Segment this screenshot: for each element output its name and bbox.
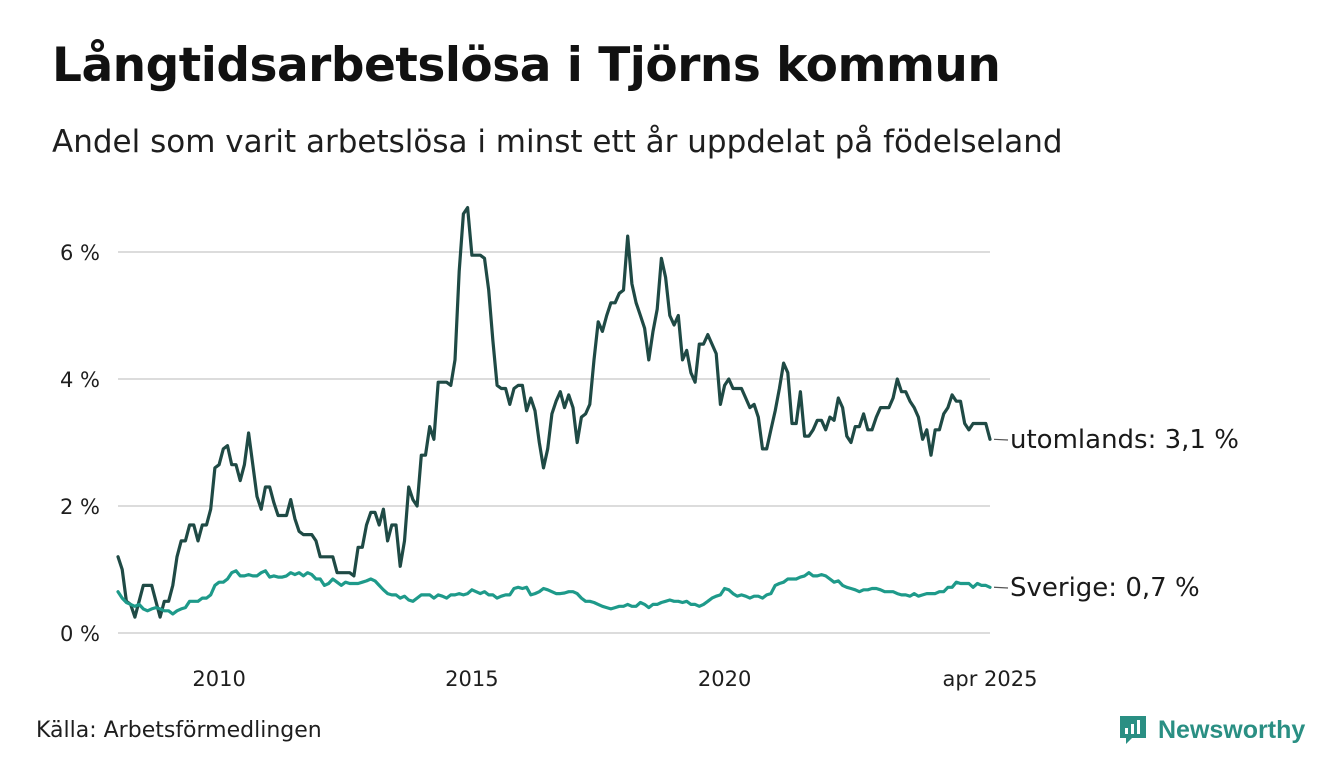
end-label-connector <box>993 586 1009 589</box>
gridlines <box>118 251 990 634</box>
newsworthy-logo-icon <box>1120 716 1146 744</box>
y-tick-label: 4 % <box>60 368 100 392</box>
end-label-connector <box>993 438 1009 441</box>
series-line-sverige <box>116 569 992 616</box>
chart-title: Långtidsarbetslösa i Tjörns kommun <box>52 38 1001 93</box>
chart-subtitle: Andel som varit arbetslösa i minst ett å… <box>52 124 1063 160</box>
brand-name: Newsworthy <box>1158 715 1306 744</box>
series-end-labels: utomlands: 3,1 % Sverige: 0,7 % <box>993 425 1239 603</box>
x-axis-ticks: 2010 2015 2020 apr 2025 <box>192 667 1037 691</box>
y-axis-ticks: 0 % 2 % 4 % 6 % <box>60 241 100 646</box>
y-tick-label: 2 % <box>60 495 100 519</box>
series-line-utomlands <box>116 206 992 619</box>
end-label-sverige: Sverige: 0,7 % <box>1010 573 1200 603</box>
x-tick-label: 2020 <box>698 667 751 691</box>
y-tick-label: 0 % <box>60 622 100 646</box>
end-label-utomlands: utomlands: 3,1 % <box>1010 425 1239 455</box>
x-tick-label: 2015 <box>445 667 498 691</box>
x-tick-label: 2010 <box>192 667 245 691</box>
y-tick-label: 6 % <box>60 241 100 265</box>
source-note: Källa: Arbetsförmedlingen <box>36 718 322 743</box>
brand-logo: Newsworthy <box>1118 714 1305 746</box>
x-tick-label: apr 2025 <box>943 667 1038 691</box>
series-lines <box>116 206 992 619</box>
